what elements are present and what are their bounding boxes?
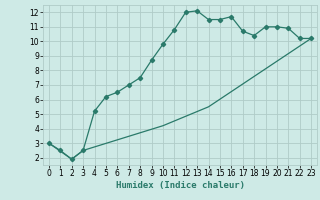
X-axis label: Humidex (Indice chaleur): Humidex (Indice chaleur) (116, 181, 244, 190)
